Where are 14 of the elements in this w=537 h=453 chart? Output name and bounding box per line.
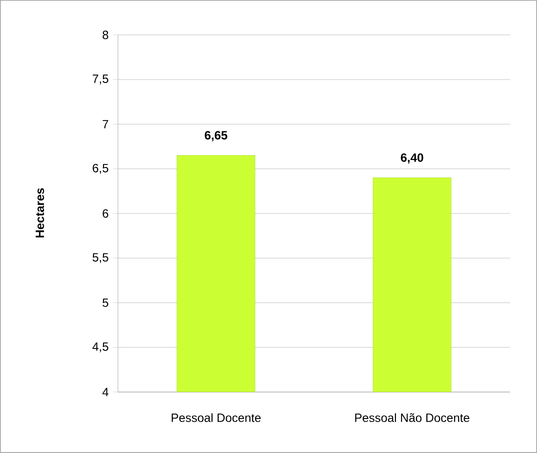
y-tick-label: 6,5 xyxy=(92,164,108,174)
y-tick-label: 4 xyxy=(102,388,108,396)
x-tick-label: Pessoal Docente xyxy=(172,413,261,422)
y-tick-label: 7,5 xyxy=(92,74,108,84)
data-label: 6,65 xyxy=(204,131,228,142)
y-tick-label: 6 xyxy=(102,209,108,218)
y-tick-label: 7 xyxy=(102,120,108,128)
y-tick-label: 5,5 xyxy=(92,253,108,264)
x-tick-label: Pessoal Não Docente xyxy=(355,413,470,422)
y-tick-label: 4,5 xyxy=(92,342,108,352)
y-tick-label: 5 xyxy=(102,298,108,307)
y-axis-title: Hectares xyxy=(36,188,44,238)
y-tick-label: 8 xyxy=(102,30,108,40)
data-label: 6,40 xyxy=(400,153,424,164)
